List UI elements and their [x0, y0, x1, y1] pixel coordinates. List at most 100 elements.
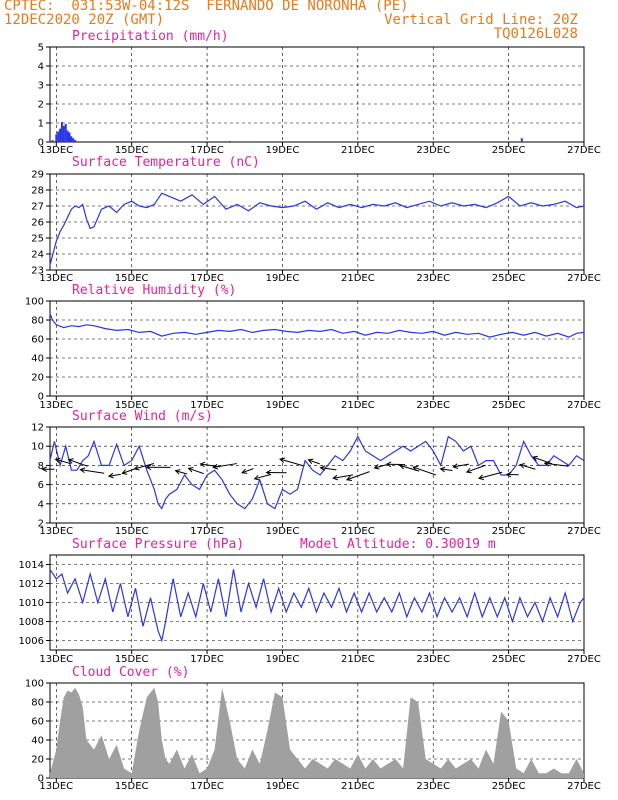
precip-bar — [51, 140, 54, 142]
wind-arrowhead — [478, 474, 485, 481]
x-tick-label: 23DEC — [416, 273, 450, 284]
y-tick-label: 25 — [31, 234, 44, 245]
x-tick-label: 25DEC — [492, 781, 526, 792]
panel-title: Relative Humidity (%) — [72, 283, 236, 298]
precip-bar — [59, 128, 62, 142]
wind-arrow — [55, 458, 72, 465]
x-tick-label: 19DEC — [266, 145, 300, 156]
wind-arrow — [68, 459, 88, 467]
wind-arrow — [346, 471, 370, 481]
y-tick-label: 40 — [31, 354, 44, 365]
wind-arrow — [254, 474, 271, 480]
y-tick-label: 0 — [38, 774, 44, 785]
y-tick-label: 27 — [31, 202, 44, 213]
x-tick-label: 19DEC — [266, 273, 300, 284]
x-tick-label: 15DEC — [115, 273, 149, 284]
panel-title: Precipitation (mm/h) — [72, 29, 229, 44]
x-tick-label: 13DEC — [39, 654, 73, 665]
x-tick-label: 15DEC — [115, 654, 149, 665]
wind-arrowhead — [279, 457, 286, 463]
y-tick-label: 1008 — [19, 617, 44, 628]
x-tick-label: 23DEC — [416, 781, 450, 792]
x-tick-label: 17DEC — [190, 526, 224, 537]
wind-arrowhead — [412, 465, 419, 472]
wind-arrowhead — [253, 474, 260, 481]
series-line — [49, 313, 585, 338]
panel-6: 0 20 40 60 80 100 13DEC 15DEC 17DEC 19DEC 21DEC 23D… — [25, 665, 601, 792]
header-line2-right: Vertical Grid Line: 20Z — [384, 12, 578, 28]
x-tick-label: 25DEC — [492, 400, 526, 411]
wind-arrow — [188, 467, 204, 475]
x-tick-label: 21DEC — [341, 145, 375, 156]
wind-arrow — [440, 468, 453, 471]
precip-bar — [62, 125, 65, 142]
wind-arrowhead — [399, 463, 406, 470]
x-tick-label: 15DEC — [115, 781, 149, 792]
panel-3: 0 20 40 60 80 100 13DEC 15DEC 17DEC 19DEC 21DEC 23D… — [25, 283, 601, 411]
y-tick-label: 24 — [31, 250, 44, 261]
wind-arrow — [213, 463, 237, 468]
x-tick-label: 15DEC — [115, 145, 149, 156]
panel-frame — [49, 300, 585, 397]
x-tick-label: 19DEC — [266, 526, 300, 537]
precip-bar — [70, 136, 73, 142]
wind-arrow — [532, 456, 553, 465]
wind-arrow — [108, 473, 121, 477]
y-tick-label: 2 — [38, 100, 44, 111]
y-tick-label: 4 — [38, 62, 44, 73]
wind-arrow — [175, 470, 188, 475]
wind-arrowhead — [543, 460, 550, 467]
y-tick-label: 10 — [31, 442, 44, 453]
panel-4: 2 4 6 8 10 12 13DEC 15DEC 17DEC 19DEC 21DEC 23DEC 25… — [31, 409, 601, 537]
wind-arrowhead — [307, 458, 314, 464]
x-tick-label: 27DEC — [567, 654, 601, 665]
x-tick-label: 17DEC — [190, 145, 224, 156]
x-tick-label: 23DEC — [416, 400, 450, 411]
x-tick-label: 27DEC — [567, 273, 601, 284]
precip-bar — [55, 134, 58, 142]
panel-5: 1006 1008 1010 1012 1014 13DEC 15DEC 17DEC 19DEC… — [19, 537, 601, 665]
x-tick-label: 27DEC — [567, 526, 601, 537]
x-tick-label: 19DEC — [266, 654, 300, 665]
x-tick-label: 25DEC — [492, 526, 526, 537]
precip-bar — [66, 130, 69, 142]
wind-arrow — [134, 463, 155, 470]
y-tick-label: 23 — [31, 266, 44, 277]
x-tick-label: 19DEC — [266, 781, 300, 792]
wind-arrowhead — [41, 466, 48, 473]
y-tick-label: 0 — [38, 138, 44, 149]
precip-bar — [228, 141, 231, 142]
wind-arrowhead — [532, 455, 539, 462]
x-tick-label: 21DEC — [341, 781, 375, 792]
precip-bar — [60, 122, 63, 142]
x-tick-label: 17DEC — [190, 654, 224, 665]
y-tick-label: 1012 — [19, 579, 44, 590]
wind-arrow — [466, 464, 486, 473]
wind-arrowhead — [452, 463, 459, 469]
wind-arrowhead — [373, 464, 380, 470]
x-tick-label: 17DEC — [190, 400, 224, 411]
x-tick-label: 13DEC — [39, 400, 73, 411]
wind-arrowhead — [174, 469, 181, 475]
x-tick-label: 25DEC — [492, 273, 526, 284]
wind-arrowhead — [439, 466, 446, 473]
wind-arrowhead — [145, 464, 152, 471]
wind-arrowhead — [67, 458, 74, 464]
wind-arrowhead — [385, 461, 392, 468]
precip-bar — [68, 132, 71, 142]
y-tick-label: 100 — [25, 679, 44, 690]
y-tick-label: 28 — [31, 186, 44, 197]
precip-bar — [74, 140, 77, 142]
wind-arrow — [320, 467, 337, 471]
panel-title: Surface Wind (m/s) — [72, 409, 213, 424]
header-line1: CPTEC: 031:53W-04:12S FERNANDO DE NORONH… — [4, 0, 409, 14]
wind-arrow — [308, 459, 320, 465]
x-tick-label: 25DEC — [492, 145, 526, 156]
wind-arrow — [333, 474, 354, 479]
wind-arrow — [544, 462, 569, 467]
x-tick-label: 25DEC — [492, 654, 526, 665]
wind-arrowhead — [121, 469, 128, 475]
precip-bar — [57, 131, 60, 142]
x-tick-label: 13DEC — [39, 273, 73, 284]
x-tick-label: 15DEC — [115, 526, 149, 537]
